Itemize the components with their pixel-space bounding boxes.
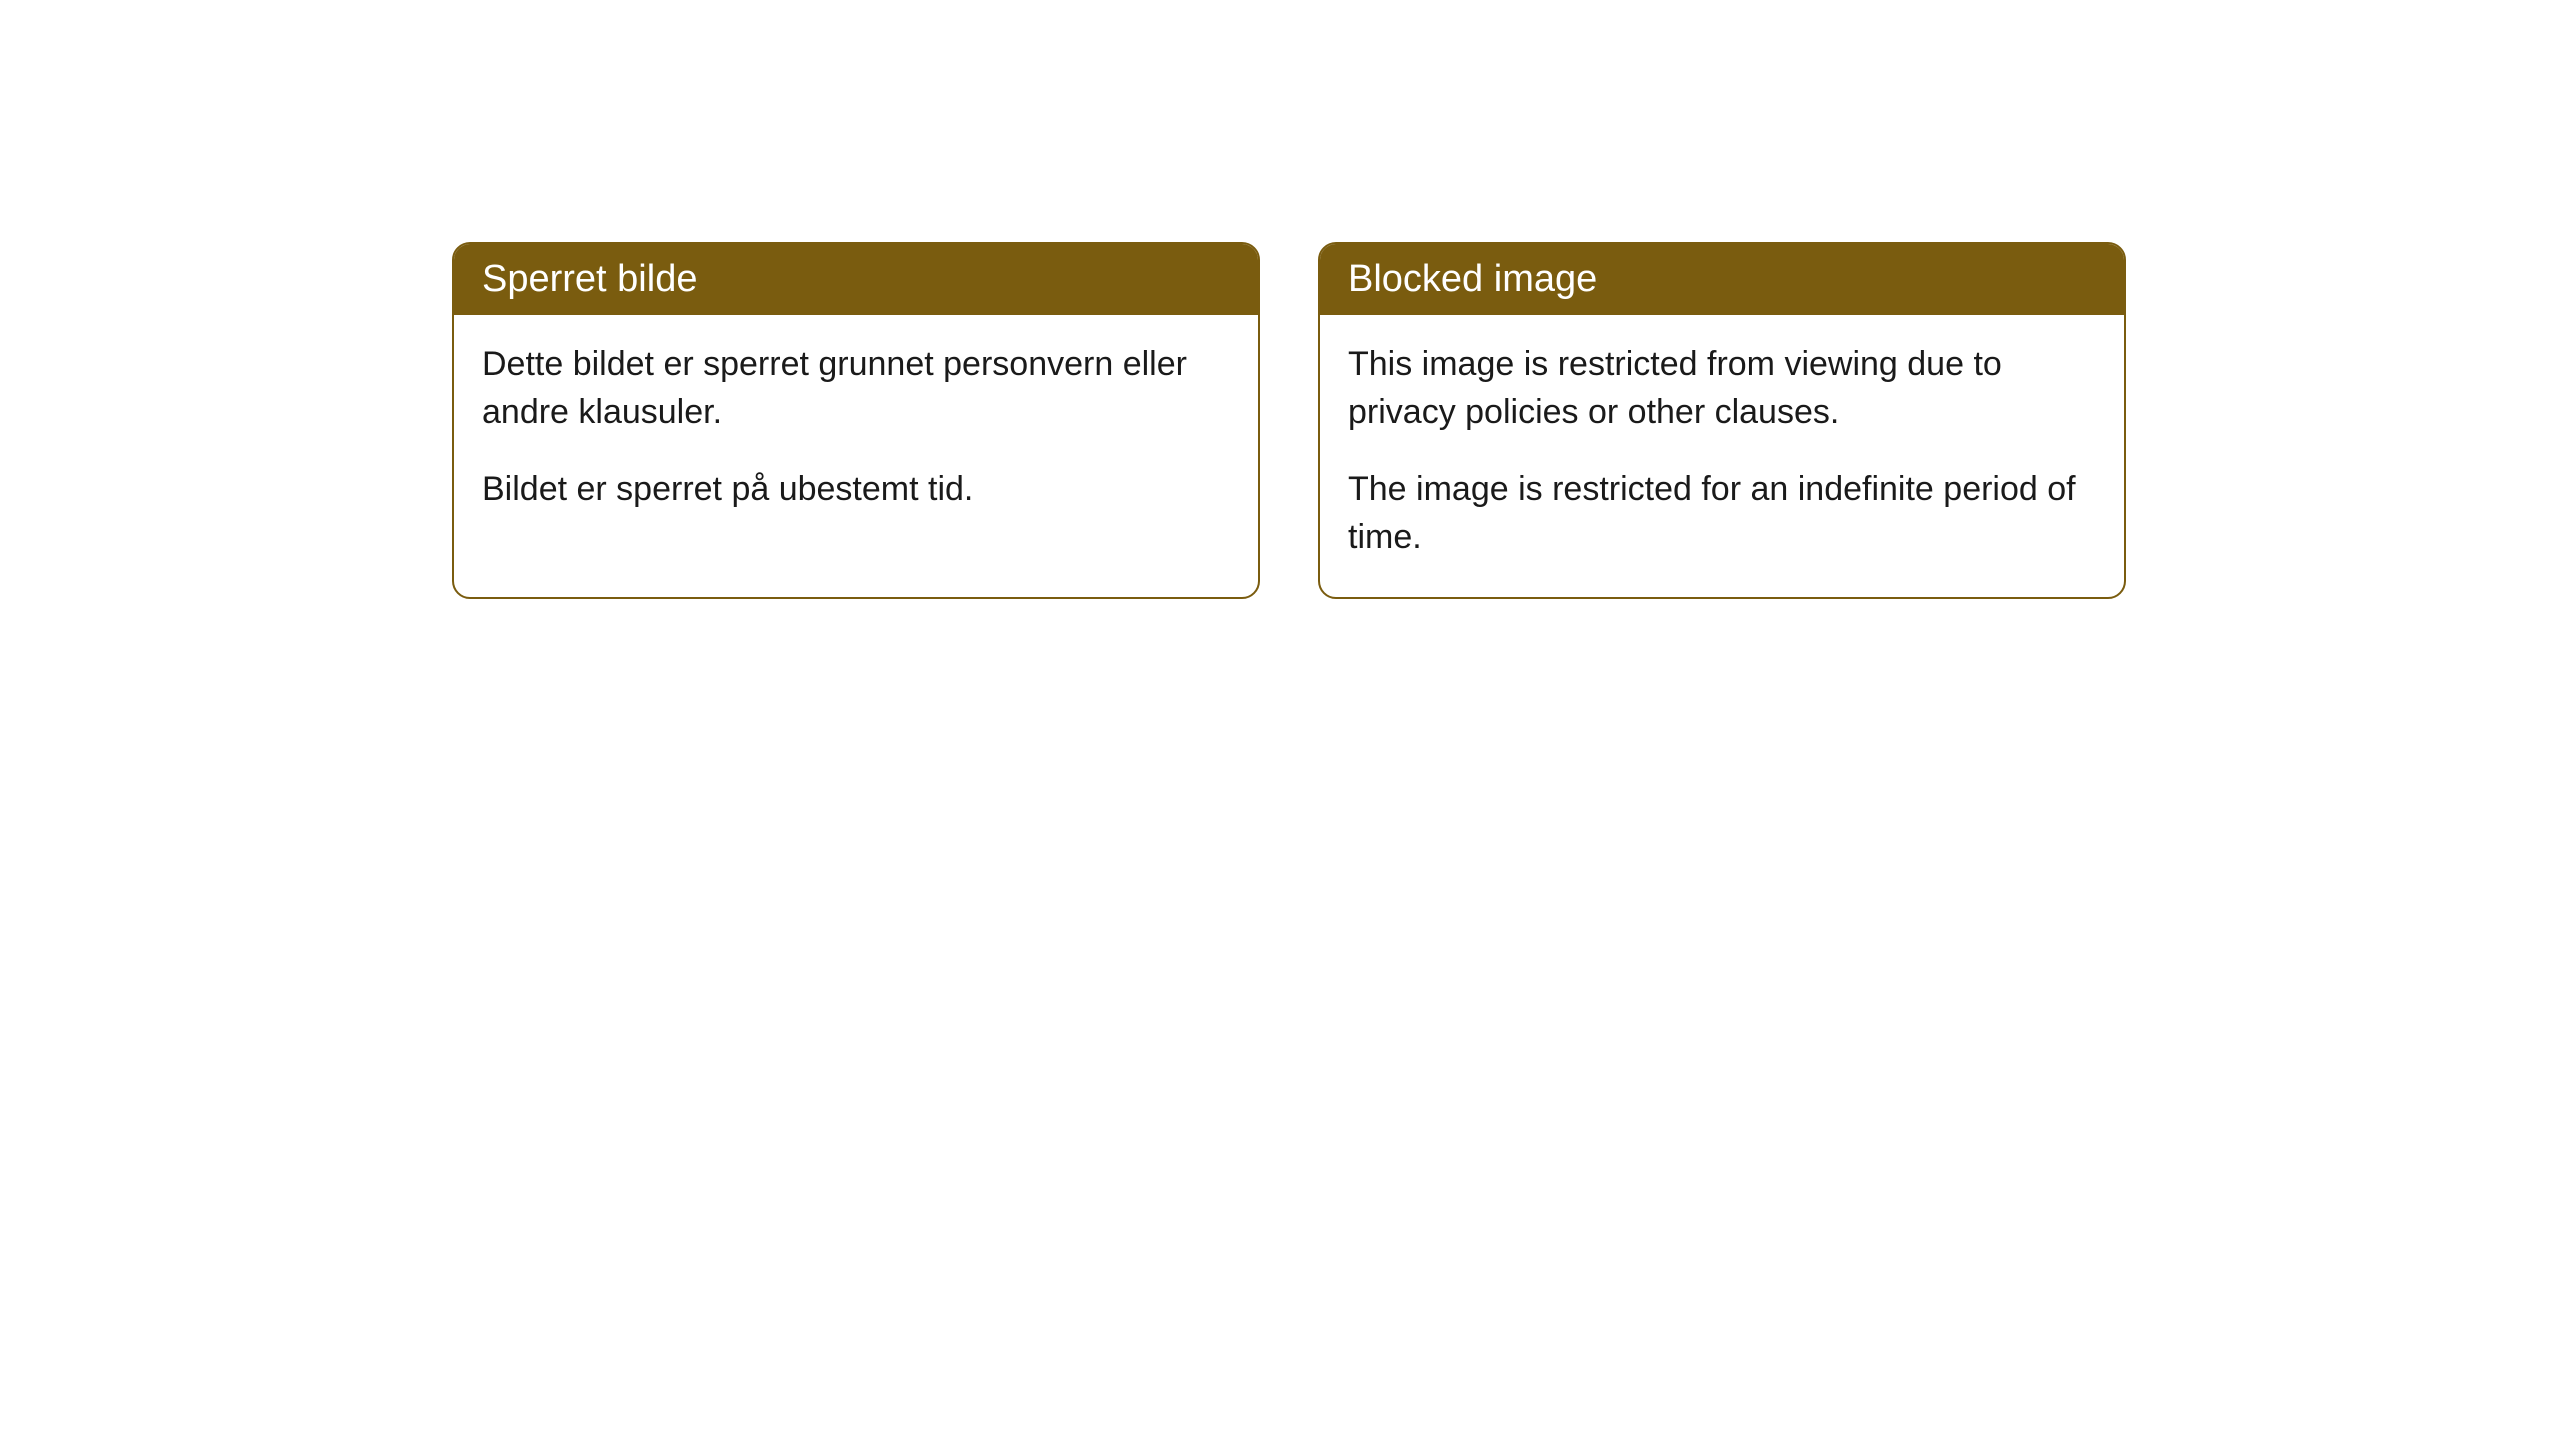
card-body-norwegian: Dette bildet er sperret grunnet personve… <box>454 315 1258 550</box>
cards-container: Sperret bilde Dette bildet er sperret gr… <box>0 0 2560 599</box>
card-body-english: This image is restricted from viewing du… <box>1320 315 2124 597</box>
card-paragraph: The image is restricted for an indefinit… <box>1348 466 2096 561</box>
card-paragraph: This image is restricted from viewing du… <box>1348 341 2096 436</box>
card-header-english: Blocked image <box>1320 244 2124 315</box>
card-english: Blocked image This image is restricted f… <box>1318 242 2126 599</box>
card-title: Blocked image <box>1348 258 1597 300</box>
card-title: Sperret bilde <box>482 258 697 300</box>
card-norwegian: Sperret bilde Dette bildet er sperret gr… <box>452 242 1260 599</box>
card-paragraph: Bildet er sperret på ubestemt tid. <box>482 466 1230 514</box>
card-header-norwegian: Sperret bilde <box>454 244 1258 315</box>
card-paragraph: Dette bildet er sperret grunnet personve… <box>482 341 1230 436</box>
